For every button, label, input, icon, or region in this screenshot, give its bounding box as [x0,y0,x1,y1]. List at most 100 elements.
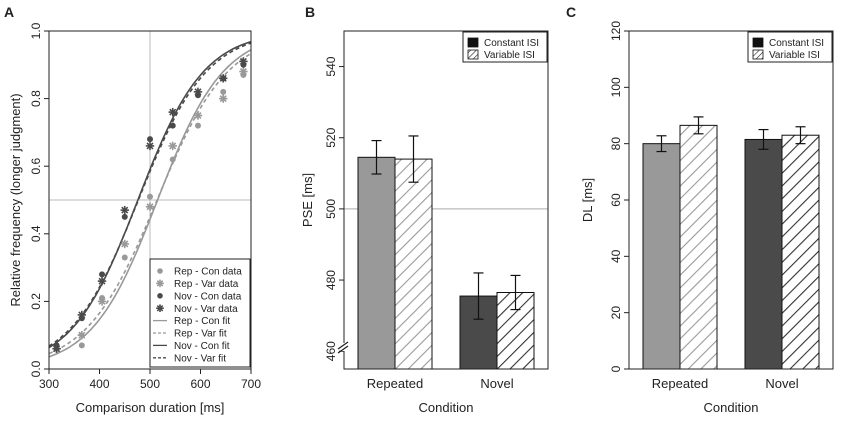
data-point [77,331,87,340]
data-point [145,141,155,151]
y-axis-label: Relative frequency (longer judgment) [8,93,23,306]
legend-swatch [752,49,764,60]
y-tick-label: 540 [324,56,338,76]
y-axis-label: DL [ms] [580,178,595,222]
data-point [168,107,177,117]
legend-star-marker-stroke [156,304,164,312]
category-label: Repeated [652,376,708,391]
data-point-stroke [194,111,202,120]
data-point-stroke [219,95,227,103]
y-tick-label: 0.6 [29,158,43,175]
x-tick-label: 300 [39,377,59,391]
x-axis-label: Comparison duration [ms] [76,400,225,415]
legend-star-marker [156,279,164,288]
data-point [97,276,107,286]
x-tick-label: 400 [89,377,109,391]
x-tick-label: 600 [190,377,210,391]
panel-c: Repeated Novel 0 20 40 60 80 100 120 Condition DL … [580,21,834,415]
data-point-stroke [146,203,154,211]
data-point [147,193,153,200]
legend-label: Constant ISI [769,38,824,49]
data-point [121,254,128,261]
bar [781,134,820,370]
axis-break-mark [337,341,349,350]
bar [744,138,783,370]
bar [679,124,718,370]
data-point [78,342,85,349]
legend-label: Constant ISI [484,38,539,49]
fit-curve-4 [49,42,251,347]
y-tick-label: 20 [609,306,623,320]
panel-c-letter: C [566,4,576,20]
legend-label: Nov - Con data [174,291,242,302]
bar [642,143,681,370]
legend-dot-marker [157,268,163,274]
category-label: Novel [765,376,798,391]
y-tick-label: 520 [324,127,338,147]
y-tick-label: 1.0 [29,22,43,39]
x-axis-label: Condition [419,400,474,415]
fit-curve-2 [49,52,251,355]
data-point-stroke [219,74,227,82]
data-point [97,297,107,306]
data-point [169,156,176,163]
legend-star-marker [156,304,164,312]
data-point-stroke [78,311,86,319]
legend-label: Variable ISI [484,50,535,61]
bar [394,158,433,370]
data-point [147,136,153,143]
legend-box [149,258,251,368]
data-point [168,141,177,151]
data-point [239,57,248,66]
data-point-stroke [169,108,177,116]
legend-swatch [752,37,764,48]
data-point-stroke [239,68,247,76]
data-point [194,122,201,129]
data-point-stroke [146,142,154,150]
category-label: Novel [480,376,513,391]
y-axis-label: PSE [ms] [300,173,315,227]
data-point [77,310,87,320]
legend-label: Rep - Con fit [174,316,230,327]
legend-star-marker-stroke [156,280,164,287]
y-tick-label: 100 [609,77,623,97]
panel-b-letter: B [305,4,315,20]
data-point-stroke [98,277,106,285]
data-point-stroke [169,142,177,150]
data-point [99,271,106,278]
legend-dot-marker [157,293,163,299]
data-point-stroke [78,331,86,339]
data-point-stroke [121,240,129,248]
y-tick-label: 0.2 [29,293,43,310]
legend-swatch [467,49,479,60]
plot-frame [343,30,549,370]
y-tick-label: 0.0 [29,360,43,377]
y-tick-label: 80 [609,137,623,151]
panel-b: Repeated Novel 460 480 500 520 540 Condition PSE… [300,30,549,415]
y-tick-label: 0.8 [29,90,43,107]
data-point [219,74,228,83]
data-point [145,202,155,211]
x-tick-label: 700 [241,377,261,391]
axis-break-mark [337,345,349,354]
data-point [220,88,227,95]
legend-swatch [467,37,479,48]
data-point [52,344,61,353]
legend-label: Rep - Var fit [174,329,227,340]
legend-label: Variable ISI [769,50,820,61]
data-point [239,67,248,76]
axis-break-gap [341,343,347,351]
category-label: Repeated [367,376,423,391]
y-tick-label: 0 [609,365,623,372]
data-point-stroke [239,57,247,65]
data-point [120,205,129,215]
data-point [193,111,203,120]
data-point [120,239,129,249]
panel-a-letter: A [4,4,14,20]
y-tick-label: 60 [609,193,623,207]
y-tick-label: 40 [609,249,623,263]
